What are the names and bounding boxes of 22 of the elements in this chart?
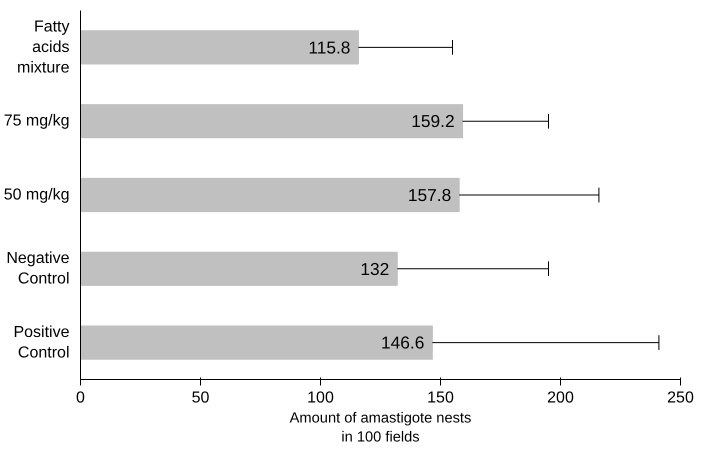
- y-tick-label: 50 mg/kg: [4, 186, 70, 204]
- bar: [80, 30, 359, 65]
- y-tick-label: Fatty acids mixture: [17, 18, 70, 76]
- bar: [80, 104, 464, 138]
- x-axis-title: Amount of amastigote nests in 100 fields: [290, 410, 472, 446]
- data-label: 159.2: [411, 111, 455, 132]
- bar: [80, 178, 460, 212]
- x-tick-label: 250: [667, 390, 694, 406]
- x-tick-label: 150: [427, 390, 454, 406]
- x-tick-label: 0: [76, 390, 86, 406]
- data-label: 115.8: [308, 37, 350, 58]
- data-label: 157.8: [408, 185, 452, 205]
- y-tick-label: Negative Control: [6, 250, 70, 288]
- bar: [80, 325, 433, 360]
- x-tick-label: 50: [192, 390, 210, 406]
- x-tick-label: 200: [547, 390, 574, 406]
- data-label: 146.6: [380, 332, 424, 353]
- y-tick-label: Positive Control: [13, 324, 70, 362]
- y-tick-label: 75 mg/kg: [4, 112, 70, 130]
- x-tick-label: 100: [307, 390, 334, 406]
- data-label: 132: [360, 258, 390, 279]
- bar: [80, 252, 398, 286]
